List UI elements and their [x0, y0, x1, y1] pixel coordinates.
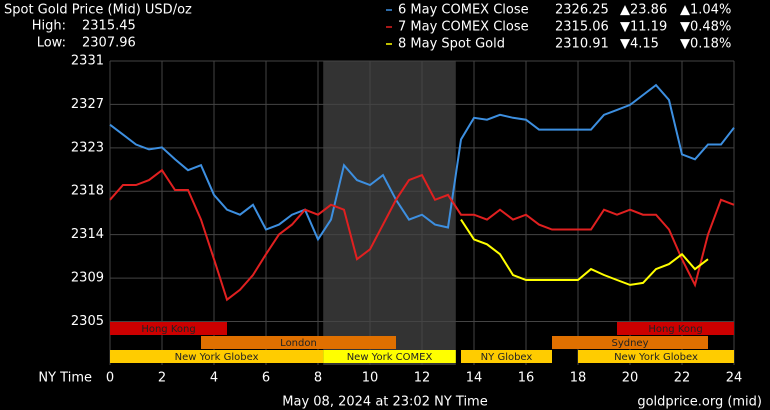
session-label: Hong Kong: [648, 324, 702, 335]
legend-last: 2326.25: [555, 3, 609, 18]
session-label: NY Globex: [481, 352, 533, 363]
x-tick-label: 8: [314, 371, 322, 386]
y-tick-label: 2305: [71, 314, 104, 329]
legend-change: ▼4.15: [620, 37, 659, 52]
x-tick-label: 18: [570, 371, 587, 386]
x-tick-label: 22: [674, 371, 691, 386]
session-label: Sydney: [611, 338, 648, 349]
y-tick-label: 2318: [71, 184, 104, 199]
x-tick-label: 20: [622, 371, 639, 386]
x-tick-label: 14: [466, 371, 483, 386]
session-label: New York Globex: [614, 352, 698, 363]
session-bar: [578, 350, 734, 363]
session-bar: [110, 322, 227, 335]
session-bar: [110, 350, 324, 363]
price-line: [460, 219, 709, 286]
stat-value: 2315.45: [82, 19, 136, 34]
y-tick-label: 2327: [71, 97, 104, 112]
session-bar: [323, 350, 456, 363]
session-bar: [617, 322, 734, 335]
y-tick-label: 2309: [71, 271, 104, 286]
legend-label: 8 May Spot Gold: [398, 37, 505, 52]
y-tick-label: 2323: [71, 140, 104, 155]
legend-label: 6 May COMEX Close: [398, 3, 529, 18]
legend-change: ▲23.86: [620, 3, 667, 18]
x-tick-label: 12: [414, 371, 431, 386]
legend-change-pct: ▲1.04%: [680, 3, 731, 18]
session-label: New York Globex: [175, 352, 259, 363]
legend-label: 7 May COMEX Close: [398, 20, 529, 35]
session-bar: [201, 336, 396, 349]
stat-label: High:: [32, 19, 66, 34]
x-tick-label: 0: [106, 371, 114, 386]
x-tick-label: 4: [210, 371, 218, 386]
price-line: [109, 168, 735, 302]
legend-last: 2310.91: [555, 37, 609, 52]
legend-last: 2315.06: [555, 20, 609, 35]
session-label: Hong Kong: [141, 324, 195, 335]
x-tick-label: 6: [262, 371, 270, 386]
source: goldprice.org (mid): [637, 395, 762, 410]
legend-change-pct: ▼0.18%: [680, 37, 731, 52]
stat-value: 2307.96: [82, 36, 136, 51]
legend-change-pct: ▼0.48%: [680, 20, 731, 35]
x-tick-label: 10: [362, 371, 379, 386]
x-axis-label: NY Time: [38, 371, 92, 386]
legend-change: ▼11.19: [620, 20, 667, 35]
footer: May 08, 2024 at 23:02 NY Time: [282, 395, 487, 410]
y-tick-label: 2314: [71, 227, 104, 242]
session-bar: [461, 350, 552, 363]
x-tick-label: 24: [726, 371, 743, 386]
session-bar: [552, 336, 708, 349]
session-label: London: [280, 338, 317, 349]
y-tick-label: 2331: [71, 54, 104, 69]
session-label: New York COMEX: [347, 352, 433, 363]
x-tick-label: 16: [518, 371, 535, 386]
stat-label: Low:: [37, 36, 66, 51]
x-tick-label: 2: [158, 371, 166, 386]
price-line: [109, 83, 735, 242]
chart-title: Spot Gold Price (Mid) USD/oz: [4, 3, 192, 18]
